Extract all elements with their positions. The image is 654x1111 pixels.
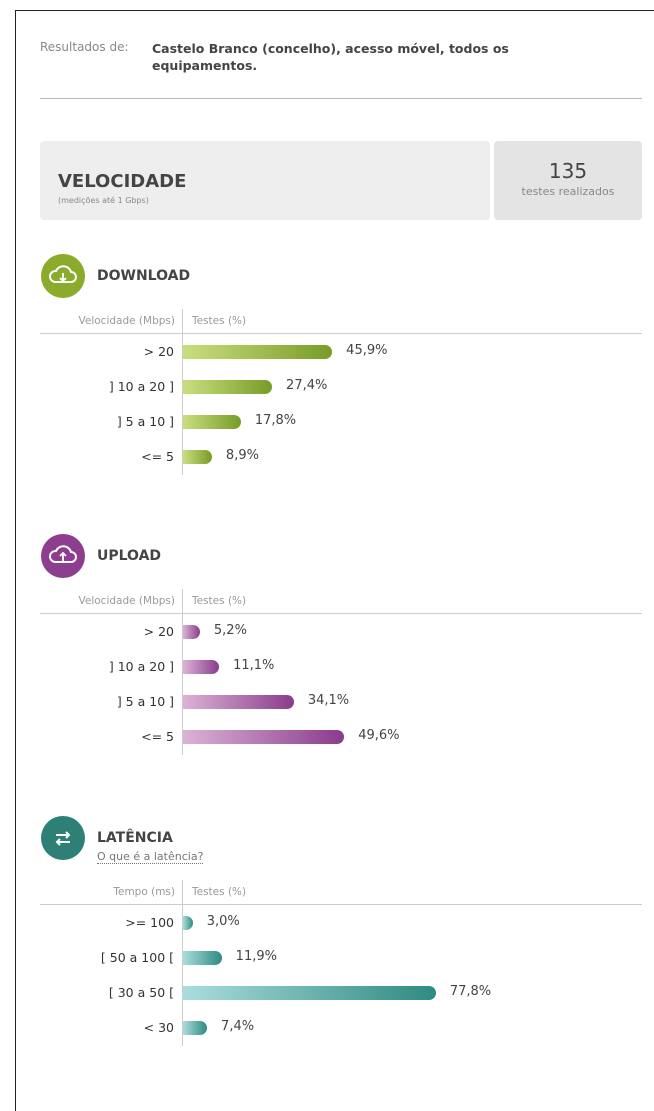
section-link[interactable]: O que é a latência? [97, 850, 204, 864]
bar [183, 695, 294, 709]
section-title: UPLOAD [97, 548, 162, 564]
count-box: 135 testes realizados [494, 141, 642, 220]
row-label: >= 100 [125, 915, 174, 930]
bar [183, 660, 220, 674]
section-title: DOWNLOAD [97, 268, 191, 284]
header-line [40, 333, 642, 334]
row-label: ] 10 a 20 ] [108, 379, 174, 394]
value-label: 8,9% [225, 448, 259, 463]
latency-icon [41, 816, 85, 860]
download-icon [41, 254, 85, 298]
count-label: testes realizados [521, 185, 615, 198]
column-header: Velocidade (Mbps) [78, 315, 175, 327]
column-header: Tempo (ms) [113, 886, 175, 898]
row-label: [ 50 a 100 [ [100, 950, 174, 965]
bar [183, 951, 222, 965]
value-label: 7,4% [221, 1019, 255, 1034]
value-label: 11,9% [235, 949, 277, 964]
row-label: > 20 [143, 624, 174, 639]
row-label: ] 5 a 10 ] [116, 414, 174, 429]
row-label: <= 5 [141, 729, 174, 744]
divider [40, 98, 642, 99]
bar [183, 916, 193, 930]
row-label: [ 30 a 50 [ [108, 985, 174, 1000]
bar [183, 1021, 208, 1035]
header-line [40, 613, 642, 614]
frame [15, 10, 654, 1111]
summary-subtitle: (medições até 1 Gbps) [58, 196, 149, 205]
bar [183, 380, 273, 394]
row-label: ] 10 a 20 ] [108, 659, 174, 674]
summary-box: VELOCIDADE (medições até 1 Gbps) [40, 141, 490, 220]
results-prefix: Resultados de: [40, 40, 129, 54]
column-divider [182, 880, 183, 1046]
column-header: Velocidade (Mbps) [78, 595, 175, 607]
count: 135 [548, 159, 588, 183]
column-divider [182, 589, 183, 755]
value-label: 45,9% [346, 343, 388, 358]
bar [183, 450, 212, 464]
row-label: < 30 [143, 1020, 174, 1035]
summary-title: VELOCIDADE [58, 171, 187, 192]
value-label: 5,2% [213, 623, 247, 638]
column-header: Testes (%) [192, 595, 247, 607]
value-label: 27,4% [286, 378, 328, 393]
value-label: 77,8% [449, 984, 492, 999]
bar [183, 415, 241, 429]
row-label: ] 5 a 10 ] [116, 694, 174, 709]
header-line [40, 904, 642, 905]
value-label: 11,1% [233, 658, 275, 673]
section-title: LATÊNCIA [97, 830, 173, 846]
row-label: > 20 [143, 344, 174, 359]
column-divider [182, 309, 183, 475]
upload-icon [41, 534, 85, 578]
column-header: Testes (%) [192, 315, 247, 327]
value-label: 3,0% [206, 914, 240, 929]
column-header: Testes (%) [192, 886, 247, 898]
value-label: 49,6% [358, 728, 400, 743]
value-label: 17,8% [254, 413, 297, 428]
results-location: Castelo Branco (concelho), acesso móvel,… [152, 41, 509, 73]
bar [183, 730, 345, 744]
row-label: <= 5 [141, 449, 174, 464]
bar [183, 625, 200, 639]
value-label: 34,1% [307, 693, 350, 708]
bar [183, 345, 333, 359]
bar [183, 986, 436, 1000]
